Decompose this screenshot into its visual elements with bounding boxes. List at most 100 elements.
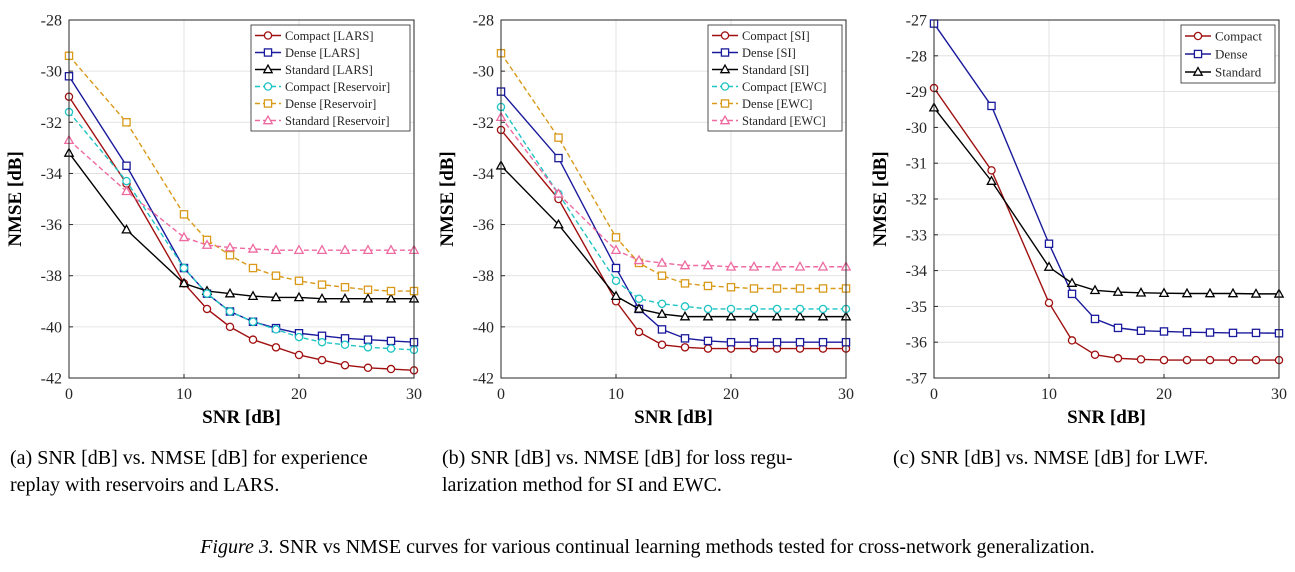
data-point bbox=[271, 343, 281, 352]
data-point bbox=[703, 304, 713, 314]
legend-label: Dense [Reservoir] bbox=[285, 97, 376, 111]
x-tick-label: 0 bbox=[930, 386, 938, 403]
data-point bbox=[611, 233, 621, 242]
data-point bbox=[1043, 261, 1055, 271]
data-point bbox=[1067, 289, 1077, 299]
subfigure-caption-a: (a) SNR [dB] vs. NMSE [dB] for experienc… bbox=[10, 447, 368, 496]
data-point bbox=[554, 153, 563, 163]
data-point bbox=[1228, 328, 1238, 338]
y-axis-label: NMSE [dB] bbox=[437, 151, 458, 247]
axes-box bbox=[500, 19, 847, 379]
y-tick-label: -40 bbox=[41, 319, 62, 336]
data-point bbox=[818, 304, 828, 314]
data-point bbox=[1136, 326, 1146, 335]
data-point bbox=[340, 282, 350, 292]
data-point bbox=[986, 175, 997, 185]
data-point bbox=[633, 303, 645, 313]
data-point bbox=[611, 263, 621, 273]
data-point bbox=[679, 259, 691, 270]
data-point bbox=[317, 280, 327, 289]
legend-label: Compact [Reservoir] bbox=[285, 80, 390, 94]
data-point bbox=[363, 363, 373, 373]
x-tick-label: 10 bbox=[608, 386, 624, 403]
y-tick-label: -42 bbox=[41, 371, 62, 388]
legend-box bbox=[707, 24, 843, 132]
data-point bbox=[1044, 298, 1054, 308]
data-point bbox=[362, 292, 374, 303]
data-point bbox=[817, 310, 829, 321]
data-point bbox=[634, 327, 644, 337]
data-point bbox=[271, 271, 281, 280]
legend-label: Compact bbox=[1215, 29, 1262, 44]
y-tick-label: -30 bbox=[906, 120, 927, 137]
x-axis-label: SNR [dB] bbox=[202, 407, 281, 428]
data-point bbox=[1251, 328, 1261, 338]
data-point bbox=[1113, 323, 1123, 333]
data-point bbox=[656, 308, 668, 318]
data-point bbox=[771, 261, 783, 271]
legend-label: Dense [EWC] bbox=[742, 97, 812, 111]
legend-marker bbox=[720, 31, 730, 40]
legend: Compact Dense Standard bbox=[1180, 24, 1276, 84]
data-point bbox=[1205, 355, 1215, 365]
data-point bbox=[772, 284, 782, 293]
x-tick-label: 30 bbox=[406, 386, 422, 403]
data-point bbox=[610, 244, 622, 254]
data-point bbox=[703, 281, 713, 291]
data-point bbox=[224, 287, 236, 298]
data-point bbox=[224, 241, 236, 252]
y-tick-label: -38 bbox=[41, 268, 62, 285]
data-point bbox=[656, 257, 668, 267]
data-point bbox=[1044, 239, 1054, 248]
data-point bbox=[794, 310, 806, 321]
data-point bbox=[202, 304, 212, 314]
data-point bbox=[293, 291, 305, 302]
data-point bbox=[657, 299, 667, 309]
y-axis-label: NMSE [dB] bbox=[870, 151, 891, 247]
data-point bbox=[749, 284, 759, 293]
y-axis-label: NMSE [dB] bbox=[5, 151, 26, 247]
data-point bbox=[725, 261, 737, 271]
y-tick-label: -34 bbox=[41, 166, 62, 183]
y-tick-label: -30 bbox=[41, 64, 62, 81]
data-point bbox=[680, 334, 690, 343]
y-tick-label: -42 bbox=[473, 371, 494, 388]
x-tick-label: 0 bbox=[65, 386, 73, 403]
legend-box bbox=[250, 24, 411, 132]
legend-label: Standard [LARS] bbox=[285, 63, 373, 77]
data-point bbox=[680, 302, 690, 311]
data-point bbox=[795, 337, 805, 347]
data-point bbox=[294, 332, 304, 342]
data-point bbox=[725, 310, 737, 321]
data-point bbox=[772, 304, 782, 314]
y-tick-label: -36 bbox=[473, 217, 494, 234]
legend-label: Standard [Reservoir] bbox=[285, 114, 389, 128]
data-point bbox=[179, 210, 189, 219]
x-tick-label: 20 bbox=[723, 386, 739, 403]
subfigure-caption-c: (c) SNR [dB] vs. NMSE [dB] for LWF. bbox=[893, 447, 1209, 469]
data-point bbox=[633, 254, 645, 265]
data-point bbox=[680, 343, 690, 352]
data-point bbox=[817, 261, 829, 271]
legend-marker bbox=[720, 99, 730, 108]
data-point bbox=[1250, 288, 1262, 298]
figure-caption-label: Figure 3. bbox=[200, 536, 274, 558]
data-point bbox=[771, 310, 783, 321]
chart-c-lwf: 0 10 20 30 -37 -36 -35 -34 -33 -32 -31 -30 -29 -28 -27… bbox=[870, 13, 1287, 429]
data-point bbox=[1251, 355, 1261, 365]
legend-marker bbox=[1193, 31, 1203, 41]
data-point bbox=[795, 304, 805, 314]
data-point bbox=[339, 244, 351, 254]
y-tick-label: -40 bbox=[473, 319, 494, 336]
legend-label: Dense bbox=[1215, 47, 1248, 62]
data-point bbox=[385, 244, 397, 254]
data-point bbox=[703, 336, 713, 346]
data-point bbox=[316, 244, 328, 254]
legend-label: Dense [LARS] bbox=[285, 46, 360, 60]
y-tick-label: -38 bbox=[473, 268, 494, 285]
data-point bbox=[1089, 284, 1101, 295]
legend-marker bbox=[263, 48, 273, 57]
data-point bbox=[178, 231, 190, 242]
data-point bbox=[363, 335, 373, 344]
